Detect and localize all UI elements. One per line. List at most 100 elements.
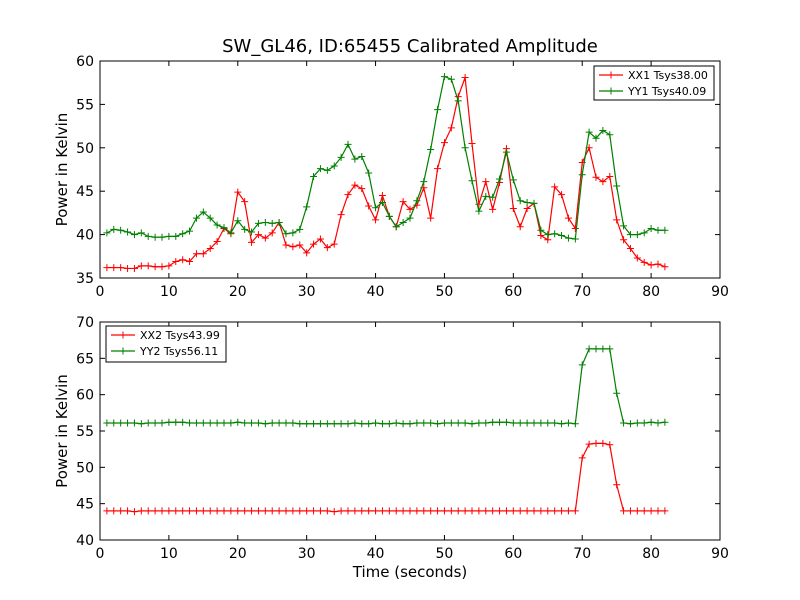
data-point [640,229,648,237]
data-point [130,419,138,427]
data-point [275,218,283,226]
data-point [530,199,538,207]
data-point [144,262,152,270]
x-tick-label: 60 [504,546,522,562]
data-point [220,224,228,232]
legend-box [105,325,227,363]
data-point [282,419,290,427]
data-point [558,191,566,199]
data-point [144,419,152,427]
data-point [489,205,497,213]
data-point [199,419,207,427]
data-point [564,214,572,222]
y-axis-label: Power in Kelvin [53,374,71,488]
data-point [241,225,249,233]
data-point [117,419,125,427]
data-point [461,419,469,427]
data-point [475,419,483,427]
data-point [296,241,304,249]
data-point [241,507,249,515]
data-point [392,223,400,231]
data-point [337,507,345,515]
data-point [496,507,504,515]
data-point [647,225,655,233]
data-point [103,507,111,515]
data-point [206,214,214,222]
data-point [571,420,579,428]
data-point [578,171,586,179]
data-point [158,233,166,241]
data-point [365,202,373,210]
data-point [303,507,311,515]
data-point [137,507,145,515]
data-point [482,178,490,186]
data-point [592,439,600,447]
data-point [192,507,200,515]
data-point [268,229,276,237]
data-point [585,345,593,353]
data-point [344,420,352,428]
data-point [151,419,159,427]
data-point [103,229,111,237]
data-point [406,214,414,222]
data-point [489,418,497,426]
y-tick-label: 35 [76,271,94,287]
data-point [544,507,552,515]
data-point [296,225,304,233]
data-point [434,420,442,428]
data-point [461,73,469,81]
data-point [206,419,214,427]
y-tick-label: 40 [76,533,94,549]
data-point [303,420,311,428]
data-point [640,507,648,515]
data-point [254,419,262,427]
data-point [399,218,407,226]
data-point [440,419,448,427]
x-tick-label: 40 [367,284,385,300]
data-point [158,263,166,271]
data-point [378,192,386,200]
data-point [516,507,524,515]
x-tick-label: 20 [229,546,247,562]
data-point [440,139,448,147]
data-point [323,166,331,174]
bottom-plot: 0 10 20 30 40 50 60 70 80 90 40 45 50 55 60 65 70 Power i… [53,315,729,581]
data-point [468,507,476,515]
data-point [509,205,517,213]
data-point [599,345,607,353]
data-point [124,264,132,272]
data-point [213,507,221,515]
data-point [606,131,614,139]
data-point [509,176,517,184]
data-point [620,236,628,244]
data-point [613,182,621,190]
data-point [323,420,331,428]
data-point [447,124,455,132]
data-point [372,419,380,427]
data-point [633,507,641,515]
data-point [613,216,621,224]
data-point [633,254,641,262]
x-tick-label: 30 [298,284,316,300]
legend-label: YY1 Tsys40.09 [627,85,706,98]
data-point [482,419,490,427]
data-point [351,155,359,163]
data-point [647,507,655,515]
data-point [392,507,400,515]
data-point [117,264,125,272]
y-tick-label: 50 [76,460,94,476]
data-point [523,419,531,427]
data-point [558,231,566,239]
legend-marker [607,87,615,95]
data-point [530,419,538,427]
data-point [551,419,559,427]
data-point [378,198,386,206]
y-tick-label: 60 [76,54,94,70]
data-point [372,507,380,515]
data-point [578,361,586,369]
data-point [523,205,531,213]
data-point [434,507,442,515]
data-point [413,507,421,515]
data-point [633,231,641,239]
data-point [186,258,194,266]
